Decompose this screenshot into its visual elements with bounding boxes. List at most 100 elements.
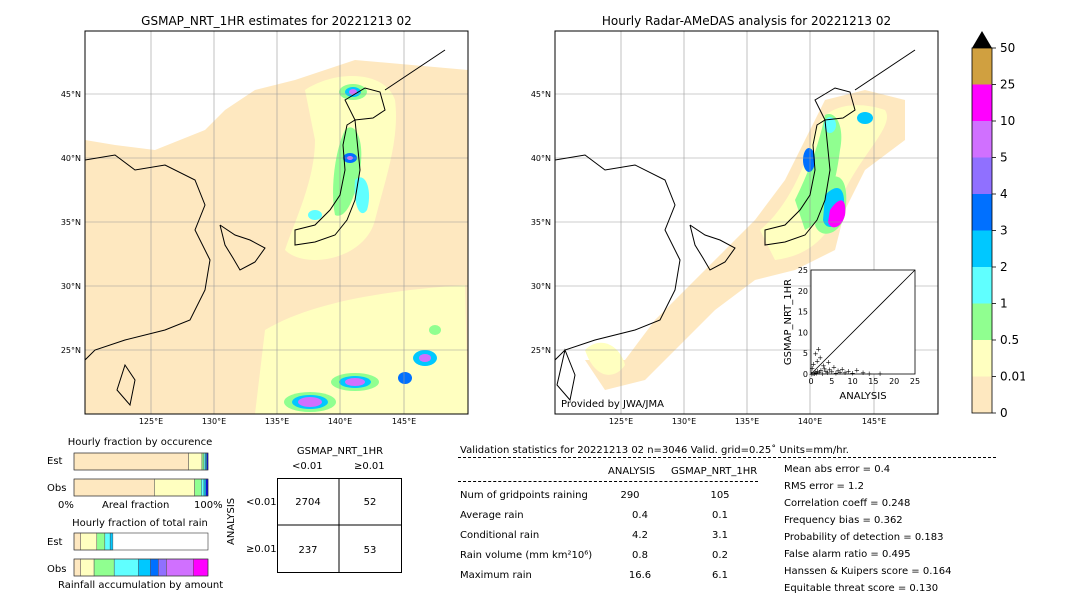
fraction-total-bars <box>73 532 209 577</box>
fraction-bar-segment <box>109 532 114 551</box>
left-lon-label: 135°E <box>265 417 289 425</box>
validation-score: False alarm ratio = 0.495 <box>784 549 911 560</box>
scatter-point: + <box>860 369 866 377</box>
provided-by-label: Provided by JWA/JMA <box>561 399 664 410</box>
scatter-point: + <box>825 369 831 377</box>
right-lon-label: 145°E <box>862 417 886 425</box>
fraction-bar-segment <box>188 452 203 471</box>
scatter-point: + <box>817 354 823 362</box>
validation-header: Validation statistics for 20221213 02 n=… <box>460 445 849 456</box>
scatter-point: + <box>835 367 841 375</box>
scatter-xlabel: ANALYSIS <box>839 391 886 402</box>
colorbar-label: 0.01 <box>1000 370 1025 384</box>
fraction-bar-segment <box>158 558 167 577</box>
colorbar-label: 2 <box>1000 260 1008 274</box>
scatter-point: + <box>821 365 827 373</box>
scatter-point: + <box>827 366 833 374</box>
colorbar-label: 1 <box>1000 297 1008 311</box>
validation-row-analysis: 0.8 <box>632 550 648 561</box>
fraction-bar-frame <box>73 478 209 497</box>
validation-score: Correlation coeff = 0.248 <box>784 498 911 509</box>
scatter-point: + <box>811 361 817 369</box>
fraction-total-title: Hourly fraction of total rain <box>72 518 208 529</box>
contingency-cell: 237 <box>298 545 317 556</box>
left-lat-label: 35°N <box>61 218 81 227</box>
scatter-point: + <box>811 370 817 378</box>
colorbar-swatch <box>972 84 992 121</box>
scatter-point: + <box>831 364 837 372</box>
scatter-point: + <box>837 369 843 377</box>
fraction-occurrence-row-obs: Obs <box>47 483 67 494</box>
colorbar-extend-arrow <box>972 31 992 48</box>
left-lat-label: 25°N <box>61 346 81 355</box>
fraction-bar-segment <box>201 478 205 497</box>
colorbar-label: 0.5 <box>1000 333 1019 347</box>
fraction-bar-segment <box>80 532 98 551</box>
scatter-point: + <box>815 368 821 376</box>
fraction-occurrence-bars <box>73 452 209 497</box>
fraction-occurrence-title: Hourly fraction by occurence <box>67 437 213 448</box>
fraction-bar-segment <box>73 478 155 497</box>
colorbar-swatch <box>972 230 992 267</box>
scatter-xtick: 25 <box>910 377 920 386</box>
colorbar-swatch <box>972 157 992 194</box>
colorbar-label: 4 <box>1000 187 1008 201</box>
scatter-point: + <box>850 369 856 377</box>
scatter-point: + <box>814 358 820 366</box>
fraction-occurrence-left-tick: 0% <box>58 500 74 511</box>
fraction-bar-segment <box>113 558 139 577</box>
scatter-point: + <box>809 364 815 372</box>
scatter-xtick: 5 <box>829 377 834 386</box>
colorbar: 0 0.01 0.5 1 2 3 4 5 10 25 50 <box>971 31 1025 420</box>
validation-row-analysis: 290 <box>620 490 640 501</box>
colorbar-label: 50 <box>1000 41 1015 55</box>
validation-row-gsmap: 3.1 <box>712 530 728 541</box>
validation-row-label: Num of gridpoints raining <box>460 490 588 501</box>
scatter-xtick: 10 <box>848 377 858 386</box>
scatter-plot: +++++++++++++++++++++++ + + +++++++++ 00551… <box>783 266 920 402</box>
fraction-bar-segment <box>201 452 205 471</box>
scatter-point: + <box>816 346 822 354</box>
scatter-ytick: 15 <box>798 308 808 317</box>
validation-row-gsmap: 0.1 <box>712 510 728 521</box>
right-lat-label: 35°N <box>531 218 551 227</box>
fraction-occurrence-row-est: Est <box>47 456 63 467</box>
scatter-ytick: 25 <box>798 266 808 275</box>
colorbar-label: 10 <box>1000 114 1015 128</box>
scatter-point: + <box>826 359 832 367</box>
right-lon-label: 140°E <box>798 417 822 425</box>
validation-row-label: Conditional rain <box>460 530 540 541</box>
right-lon-label: 130°E <box>672 417 696 425</box>
scatter-point: + <box>816 369 822 377</box>
scatter-point: + <box>823 367 829 375</box>
fraction-occurrence-xlabel: Areal fraction <box>102 500 170 511</box>
fraction-bar-segment <box>205 478 209 497</box>
contingency-cell: 53 <box>364 545 377 556</box>
scatter-point: + <box>833 369 839 377</box>
validation-col-analysis: ANALYSIS <box>608 466 656 477</box>
contingency-title: GSMAP_NRT_1HR <box>296 446 384 457</box>
fraction-bar-segment <box>93 558 115 577</box>
colorbar-swatch <box>972 340 992 377</box>
scatter-point: + <box>842 369 848 377</box>
fraction-bar-segment <box>73 532 81 551</box>
fraction-total-row-est: Est <box>47 537 63 548</box>
right-lat-label: 25°N <box>531 346 551 355</box>
right-map-title: Hourly Radar-AMeDAS analysis for 2022121… <box>601 14 892 28</box>
scatter-point: + <box>829 368 835 376</box>
scatter-point: + <box>810 370 816 378</box>
scatter-point: + <box>846 367 852 375</box>
scatter-ylabel: GSMAP_NRT_1HR <box>783 279 794 365</box>
validation-row-analysis: 4.2 <box>632 530 648 541</box>
validation-score: Frequency bias = 0.362 <box>784 515 903 526</box>
fraction-bar-segment <box>203 478 207 497</box>
fraction-bar-segment <box>138 558 151 577</box>
colorbar-swatch <box>972 267 992 304</box>
validation-row-label: Maximum rain <box>460 570 532 581</box>
validation-score: Probability of detection = 0.183 <box>784 532 944 543</box>
validation-row-label: Rain volume (mm km²10⁶) <box>460 550 593 561</box>
fraction-bar-segment <box>166 558 194 577</box>
right-lon-label: 135°E <box>735 417 759 425</box>
scatter-ytick: 0 <box>803 370 808 379</box>
left-lat-label: 30°N <box>61 282 81 291</box>
